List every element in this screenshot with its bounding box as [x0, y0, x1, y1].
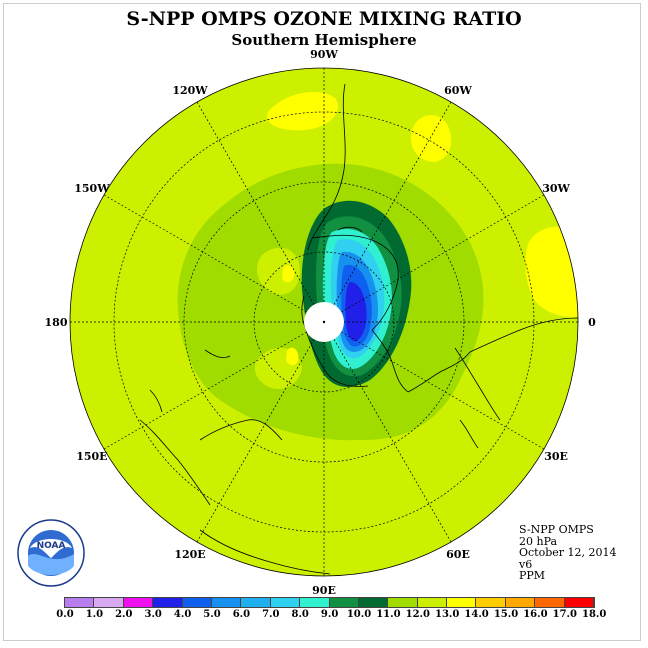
pole-dots — [322, 320, 326, 324]
colorbar-segment — [211, 598, 242, 607]
info-date: October 12, 2014 — [519, 546, 617, 559]
field-12-13-patch-north — [267, 91, 339, 131]
noaa-logo: NOAA — [17, 519, 85, 587]
vortex-3-4 — [345, 282, 367, 342]
meridian-line — [341, 194, 545, 313]
colorbar-tick-label: 14.0 — [464, 609, 489, 620]
info-units: PPM — [519, 569, 546, 582]
lon-label: 150E — [76, 450, 107, 463]
colorbar-tick-label: 16.0 — [523, 609, 548, 620]
colorbar-segment — [505, 598, 536, 607]
colorbar-tick-label: 7.0 — [262, 609, 280, 620]
meridians — [70, 68, 578, 576]
lon-label: 0 — [588, 316, 596, 329]
colorbar-tick-label: 0.0 — [56, 609, 74, 620]
lon-label: 90E — [312, 584, 336, 597]
colorbar-segment — [123, 598, 154, 607]
colorbar-tick-label: 10.0 — [346, 609, 372, 620]
colorbar-tick-label: 18.0 — [582, 609, 607, 620]
colorbar-tick-label: 15.0 — [493, 609, 519, 620]
lon-label: 60E — [446, 548, 470, 561]
colorbar-tick-label: 3.0 — [144, 609, 162, 620]
colorbar-segment — [270, 598, 301, 607]
colorbar-tick-label: 8.0 — [291, 609, 309, 620]
meridian-line — [103, 331, 307, 450]
field-12-13-patch-east — [525, 226, 578, 317]
lon-label: 30E — [544, 450, 568, 463]
colorbar-segment — [447, 598, 477, 607]
noaa-logo-text: NOAA — [37, 541, 66, 551]
colorbar-segment — [153, 598, 183, 607]
colorbar-segment — [182, 598, 212, 607]
colorbar-tick-label: 2.0 — [115, 609, 133, 620]
colorbar-segment — [476, 598, 506, 607]
info-level: 20 hPa — [519, 534, 558, 548]
colorbar-tick-label: 9.0 — [320, 609, 339, 620]
lon-label: 120E — [174, 548, 205, 561]
info-instrument: S-NPP OMPS — [519, 523, 594, 536]
meridian-line — [341, 331, 545, 450]
info-version: v6 — [519, 557, 533, 571]
colorbar-tick-label: 17.0 — [552, 609, 577, 620]
colorbar-tick-label: 4.0 — [173, 609, 192, 620]
meridian-line — [333, 101, 452, 305]
colorbar — [64, 597, 596, 608]
meridian-line — [196, 101, 315, 305]
plot-frame — [3, 3, 641, 641]
colorbar-tick-label: 12.0 — [405, 609, 430, 620]
colorbar-tick-label: 13.0 — [435, 609, 460, 620]
colorbar-segment — [564, 598, 595, 607]
colorbar-segment — [358, 598, 389, 607]
lon-label: 60W — [444, 84, 472, 97]
colorbar-tick-label: 6.0 — [232, 609, 251, 620]
colorbar-segment — [65, 598, 95, 607]
colorbar-tick-label: 1.0 — [85, 609, 104, 620]
colorbar-tick-label: 11.0 — [376, 609, 401, 620]
lon-label: 30W — [542, 182, 570, 195]
field-12-13-small-2 — [286, 347, 299, 366]
colorbar-segment — [417, 598, 448, 607]
colorbar-segment — [535, 598, 565, 607]
field-11-12-inner — [256, 247, 300, 295]
field-12-13-small — [282, 265, 295, 283]
meridian-line — [333, 339, 452, 543]
colorbar-ticks: 0.0 1.0 2.0 3.0 4.0 5.0 6.0 7.0 8.0 9.0 10.0 11.0 12… — [50, 609, 610, 623]
coastlines — [139, 83, 578, 575]
map-subtitle: Southern Hemisphere — [231, 31, 417, 49]
lon-label: 90W — [310, 48, 338, 61]
colorbar-tick-label: 5.0 — [203, 609, 221, 620]
lon-label: 180 — [45, 316, 68, 329]
info-block: S-NPP OMPS 20 hPa October 12, 2014 v6 PP… — [519, 524, 617, 582]
colorbar-segment — [94, 598, 124, 607]
colorbar-segment — [241, 598, 271, 607]
colorbar-segment — [388, 598, 418, 607]
lon-label: 150W — [74, 182, 110, 195]
field-12-13-patch-ne — [410, 115, 452, 162]
colorbar-segment — [300, 598, 330, 607]
meridian-line — [103, 194, 307, 313]
map-boundary — [69, 67, 579, 577]
meridian-line — [196, 339, 315, 543]
colorbar-segment — [329, 598, 359, 607]
lon-label: 120W — [172, 84, 208, 97]
map-title: S-NPP OMPS OZONE MIXING RATIO — [126, 8, 522, 30]
